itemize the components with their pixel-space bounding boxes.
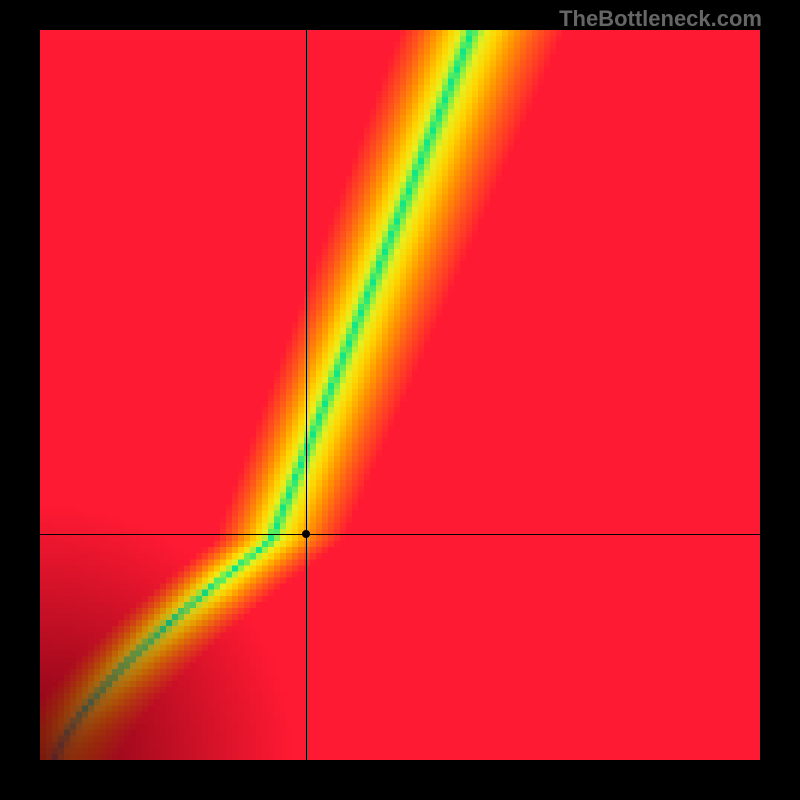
- watermark-text: TheBottleneck.com: [559, 6, 762, 32]
- chart-container: TheBottleneck.com: [0, 0, 800, 800]
- plot-area: [40, 30, 760, 760]
- heatmap-canvas: [40, 30, 760, 760]
- crosshair-vertical: [306, 30, 307, 760]
- crosshair-horizontal: [40, 534, 760, 535]
- crosshair-marker: [302, 530, 310, 538]
